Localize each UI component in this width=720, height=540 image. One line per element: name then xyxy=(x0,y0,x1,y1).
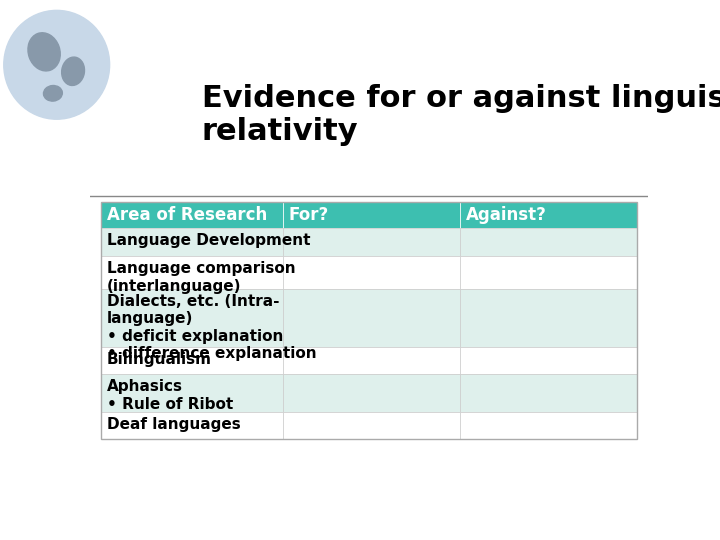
Bar xyxy=(101,202,283,228)
Bar xyxy=(101,202,636,438)
Text: Language Development: Language Development xyxy=(107,233,310,248)
Bar xyxy=(101,347,283,374)
Text: For?: For? xyxy=(289,206,329,224)
Text: Deaf languages: Deaf languages xyxy=(107,416,240,431)
Text: Area of Research: Area of Research xyxy=(107,206,267,224)
Bar xyxy=(460,411,637,438)
Bar xyxy=(283,256,460,289)
Bar xyxy=(283,228,460,256)
Circle shape xyxy=(4,10,109,119)
Bar xyxy=(101,289,283,347)
Bar xyxy=(283,289,460,347)
Text: Dialects, etc. (Intra-
language)
• deficit explanation
• difference explanation: Dialects, etc. (Intra- language) • defic… xyxy=(107,294,316,361)
Bar xyxy=(283,347,460,374)
Bar xyxy=(283,202,460,228)
Ellipse shape xyxy=(62,57,84,85)
Bar xyxy=(283,374,460,411)
Bar xyxy=(460,347,637,374)
Text: Aphasics
• Rule of Ribot: Aphasics • Rule of Ribot xyxy=(107,379,233,411)
Ellipse shape xyxy=(43,85,63,101)
Bar xyxy=(460,256,637,289)
Bar xyxy=(101,374,283,411)
Bar xyxy=(460,374,637,411)
Bar xyxy=(101,411,283,438)
Text: Against?: Against? xyxy=(466,206,546,224)
Text: Language comparison
(interlanguage): Language comparison (interlanguage) xyxy=(107,261,295,294)
Bar xyxy=(460,202,637,228)
Text: Bilingualism: Bilingualism xyxy=(107,352,212,367)
Bar xyxy=(460,228,637,256)
Ellipse shape xyxy=(28,33,60,71)
Bar xyxy=(283,411,460,438)
Bar xyxy=(101,256,283,289)
Text: Evidence for or against linguistic
relativity: Evidence for or against linguistic relat… xyxy=(202,84,720,146)
Bar xyxy=(101,228,283,256)
Bar xyxy=(460,289,637,347)
